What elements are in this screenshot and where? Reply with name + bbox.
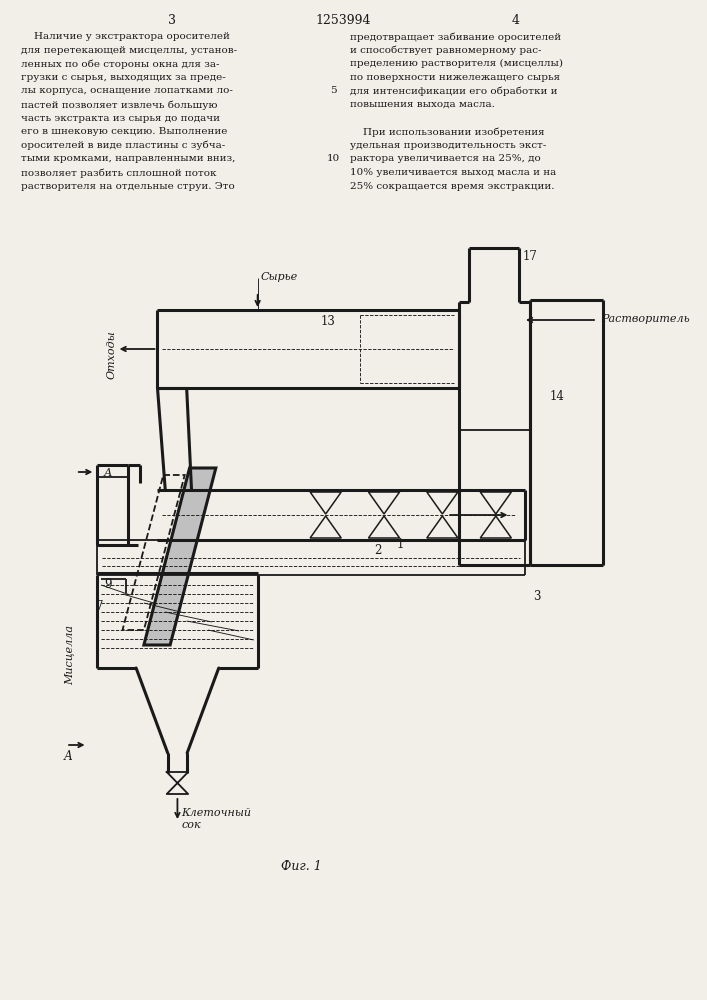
Text: 10: 10 — [327, 154, 340, 163]
Text: 4: 4 — [511, 14, 519, 27]
Text: по поверхности нижележащего сырья: по поверхности нижележащего сырья — [350, 73, 560, 82]
Text: лы корпуса, оснащение лопатками ло-: лы корпуса, оснащение лопатками ло- — [21, 86, 233, 95]
Text: тыми кромками, направленными вниз,: тыми кромками, направленными вниз, — [21, 154, 235, 163]
Text: Наличие у экстрактора оросителей: Наличие у экстрактора оросителей — [21, 32, 230, 41]
Text: 17: 17 — [523, 250, 538, 263]
Text: грузки с сырья, выходящих за преде-: грузки с сырья, выходящих за преде- — [21, 73, 226, 82]
Text: При использовании изобретения: При использовании изобретения — [350, 127, 544, 137]
Text: для перетекающей мисцеллы, установ-: для перетекающей мисцеллы, установ- — [21, 46, 238, 55]
Text: сок: сок — [181, 820, 201, 830]
Text: часть экстракта из сырья до подачи: часть экстракта из сырья до подачи — [21, 114, 221, 123]
Text: 2: 2 — [374, 544, 382, 557]
Text: 10% увеличивается выход масла и на: 10% увеличивается выход масла и на — [350, 168, 556, 177]
Text: оросителей в виде пластины с зубча-: оросителей в виде пластины с зубча- — [21, 141, 226, 150]
Text: 13: 13 — [321, 315, 336, 328]
Text: удельная производительность экст-: удельная производительность экст- — [350, 141, 547, 150]
Text: его в шнековую секцию. Выполнение: его в шнековую секцию. Выполнение — [21, 127, 228, 136]
Text: повышения выхода масла.: повышения выхода масла. — [350, 100, 495, 109]
Text: 25% сокращается время экстракции.: 25% сокращается время экстракции. — [350, 182, 554, 191]
Text: для интенсификации его обработки и: для интенсификации его обработки и — [350, 86, 558, 96]
Text: позволяет разбить сплошной поток: позволяет разбить сплошной поток — [21, 168, 217, 178]
Text: 5: 5 — [330, 86, 337, 95]
Text: А: А — [63, 750, 72, 763]
Text: рактора увеличивается на 25%, до: рактора увеличивается на 25%, до — [350, 154, 541, 163]
Text: 1: 1 — [397, 538, 404, 551]
Text: 1253994: 1253994 — [315, 14, 371, 27]
Polygon shape — [144, 468, 216, 645]
Text: Клеточный: Клеточный — [181, 808, 251, 818]
Text: Мисцелла: Мисцелла — [65, 625, 75, 685]
Text: растворителя на отдельные струи. Это: растворителя на отдельные струи. Это — [21, 182, 235, 191]
Text: 9: 9 — [104, 578, 112, 591]
Text: Сырье: Сырье — [261, 272, 298, 282]
Text: пастей позволяет извлечь большую: пастей позволяет извлечь большую — [21, 100, 218, 109]
Text: ленных по обе стороны окна для за-: ленных по обе стороны окна для за- — [21, 59, 220, 69]
Text: пределению растворителя (мисцеллы): пределению растворителя (мисцеллы) — [350, 59, 563, 68]
Text: Растворитель: Растворитель — [601, 314, 689, 324]
Text: Фиг. 1: Фиг. 1 — [281, 860, 322, 873]
Text: и способствует равномерному рас-: и способствует равномерному рас- — [350, 46, 542, 55]
Text: 14: 14 — [549, 390, 564, 403]
Text: 3: 3 — [533, 590, 540, 603]
Text: предотвращает забивание оросителей: предотвращает забивание оросителей — [350, 32, 561, 41]
Text: Отходы: Отходы — [107, 330, 117, 379]
Text: А: А — [104, 468, 112, 478]
Text: 3: 3 — [168, 14, 176, 27]
Text: 7: 7 — [96, 600, 104, 613]
